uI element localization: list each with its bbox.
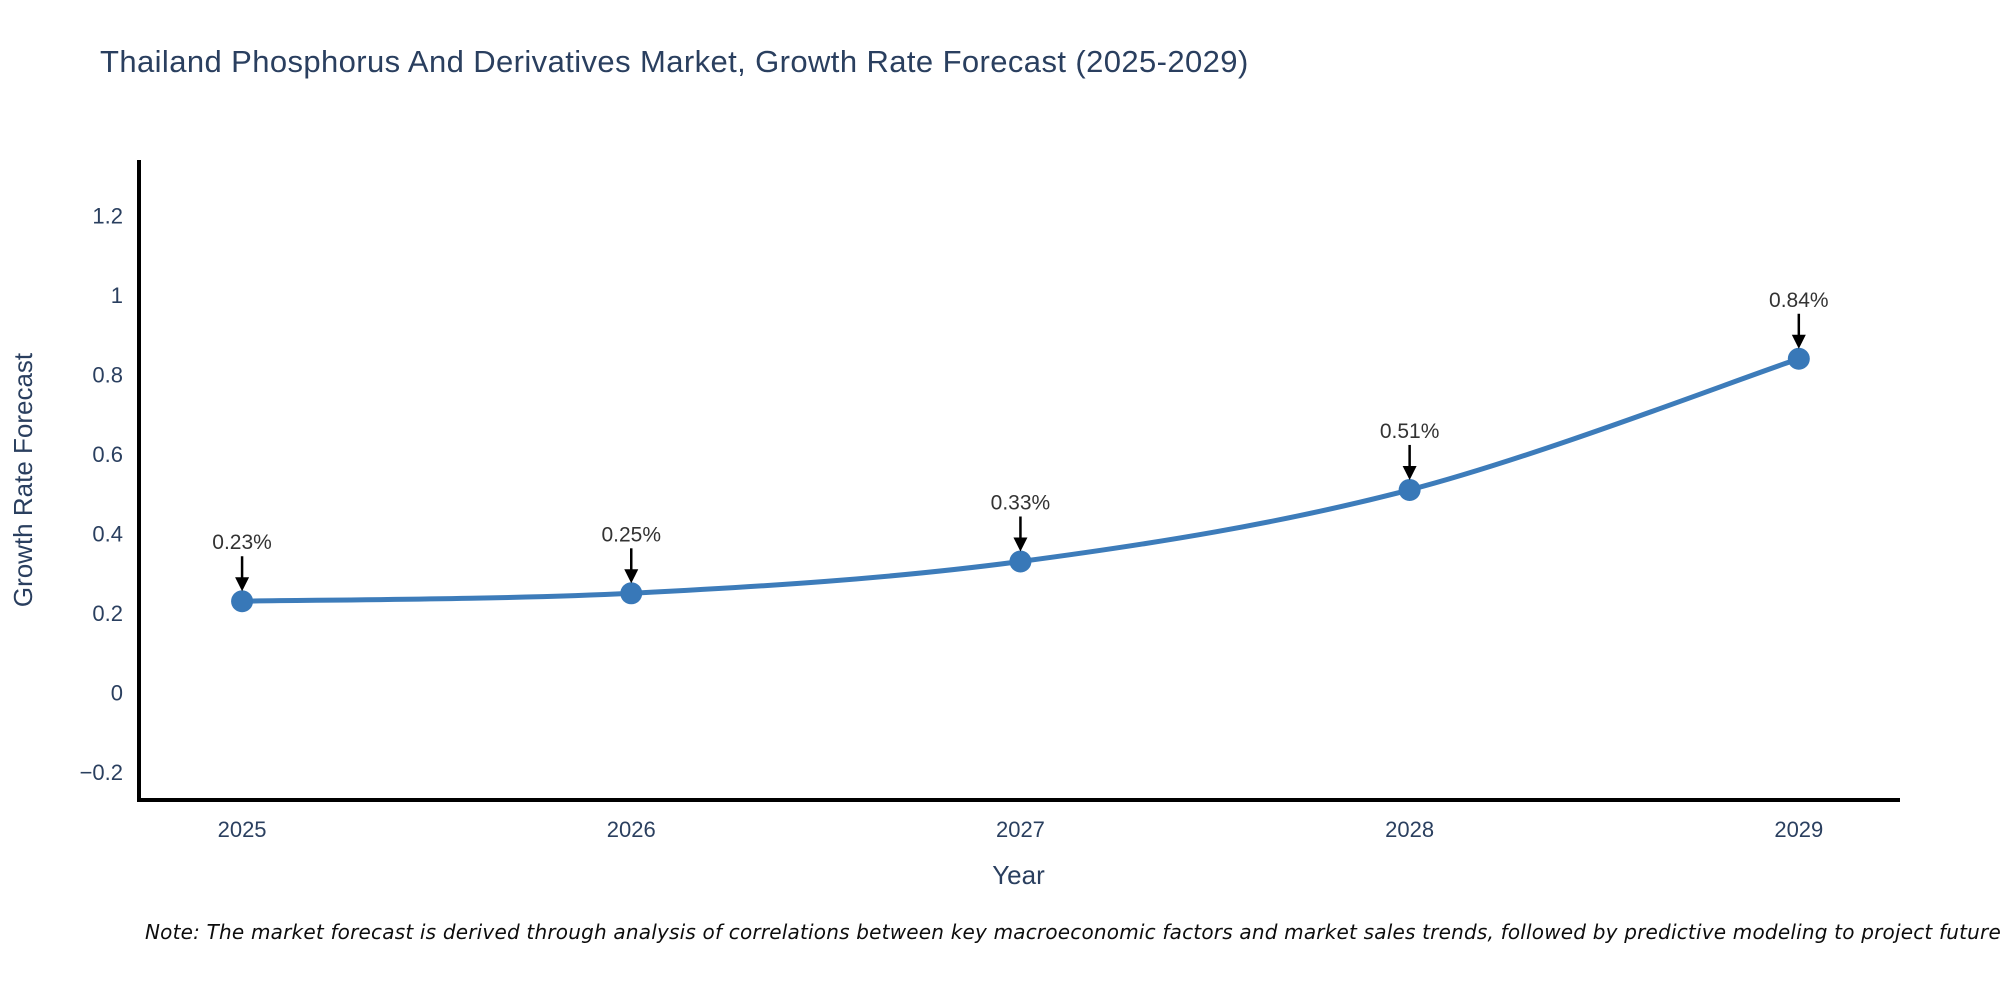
- annotation-arrowhead: [1013, 537, 1028, 552]
- x-tick-label: 2029: [1774, 817, 1823, 842]
- annotation-arrowhead: [235, 577, 250, 592]
- data-point-label: 0.84%: [1769, 289, 1829, 312]
- x-tick-label: 2026: [607, 817, 656, 842]
- y-tick-label: 1: [111, 283, 123, 308]
- data-point-label: 0.33%: [991, 491, 1051, 514]
- annotation-arrowhead: [1791, 334, 1806, 349]
- data-point-marker: [1787, 347, 1810, 370]
- data-point-marker: [1009, 550, 1032, 573]
- y-tick-label: 0.6: [92, 442, 123, 467]
- chart-title: Thailand Phosphorus And Derivatives Mark…: [100, 44, 1249, 79]
- data-point-marker: [231, 590, 254, 613]
- data-point-marker: [620, 582, 643, 605]
- data-point-label: 0.25%: [601, 523, 661, 546]
- data-point-label: 0.23%: [212, 531, 272, 554]
- y-tick-label: 0.4: [92, 522, 123, 547]
- y-tick-label: 0.2: [92, 601, 123, 626]
- x-tick-label: 2028: [1385, 817, 1434, 842]
- data-point-label: 0.51%: [1380, 420, 1440, 443]
- footnote: Note: The market forecast is derived thr…: [145, 920, 2000, 944]
- y-tick-label: 1.2: [92, 204, 123, 229]
- x-axis-title: Year: [992, 860, 1045, 890]
- x-tick-label: 2025: [218, 817, 267, 842]
- data-point-marker: [1398, 478, 1421, 501]
- y-tick-label: −0.2: [80, 760, 123, 785]
- annotation-arrowhead: [1402, 465, 1417, 480]
- x-tick-label: 2027: [996, 817, 1045, 842]
- y-tick-label: 0: [111, 681, 123, 706]
- y-tick-label: 0.8: [92, 363, 123, 388]
- y-axis-title: Growth Rate Forecast: [8, 352, 38, 607]
- annotation-arrowhead: [624, 569, 639, 584]
